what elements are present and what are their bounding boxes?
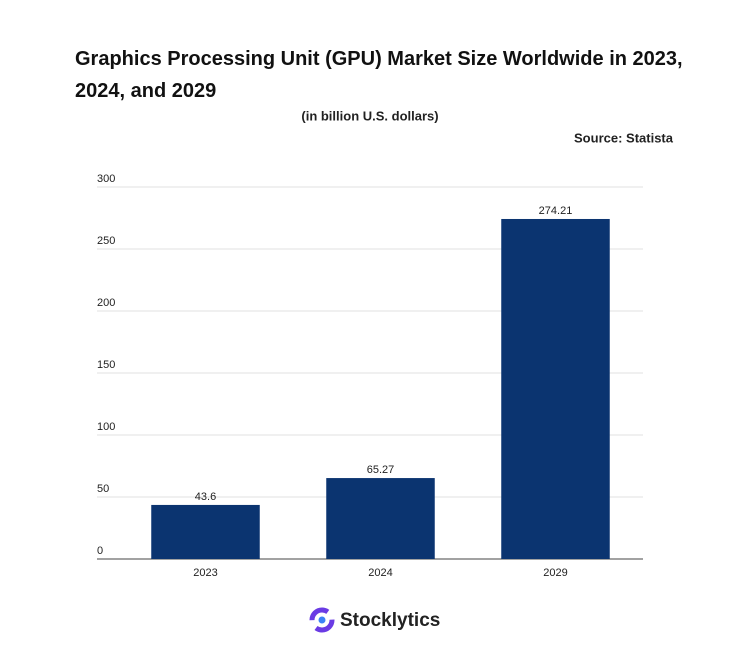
y-tick-label: 150 (97, 359, 115, 371)
bar (326, 478, 435, 559)
brand-name: Stocklytics (340, 610, 440, 631)
bar (501, 218, 610, 559)
y-tick-label: 0 (97, 545, 103, 557)
data-label: 274.21 (539, 205, 573, 217)
chart-title: Graphics Processing Unit (GPU) Market Si… (75, 48, 683, 102)
y-tick-label: 100 (97, 421, 115, 433)
data-label: 43.6 (195, 491, 216, 503)
x-tick-label: 2029 (543, 567, 567, 579)
bar (151, 504, 260, 559)
data-label: 65.27 (367, 464, 395, 476)
logo-dot (318, 616, 326, 624)
x-tick-label: 2024 (368, 567, 392, 579)
brand-logo (309, 607, 335, 633)
source: Source: Statista (574, 130, 674, 145)
x-tick-label: 2023 (193, 567, 217, 579)
y-tick-label: 50 (97, 483, 109, 495)
y-tick-label: 250 (97, 235, 115, 247)
y-tick-label: 200 (97, 297, 115, 309)
logo-ring (309, 607, 335, 633)
y-tick-label: 300 (97, 173, 115, 185)
chart-subtitle: (in billion U.S. dollars) (301, 108, 438, 123)
